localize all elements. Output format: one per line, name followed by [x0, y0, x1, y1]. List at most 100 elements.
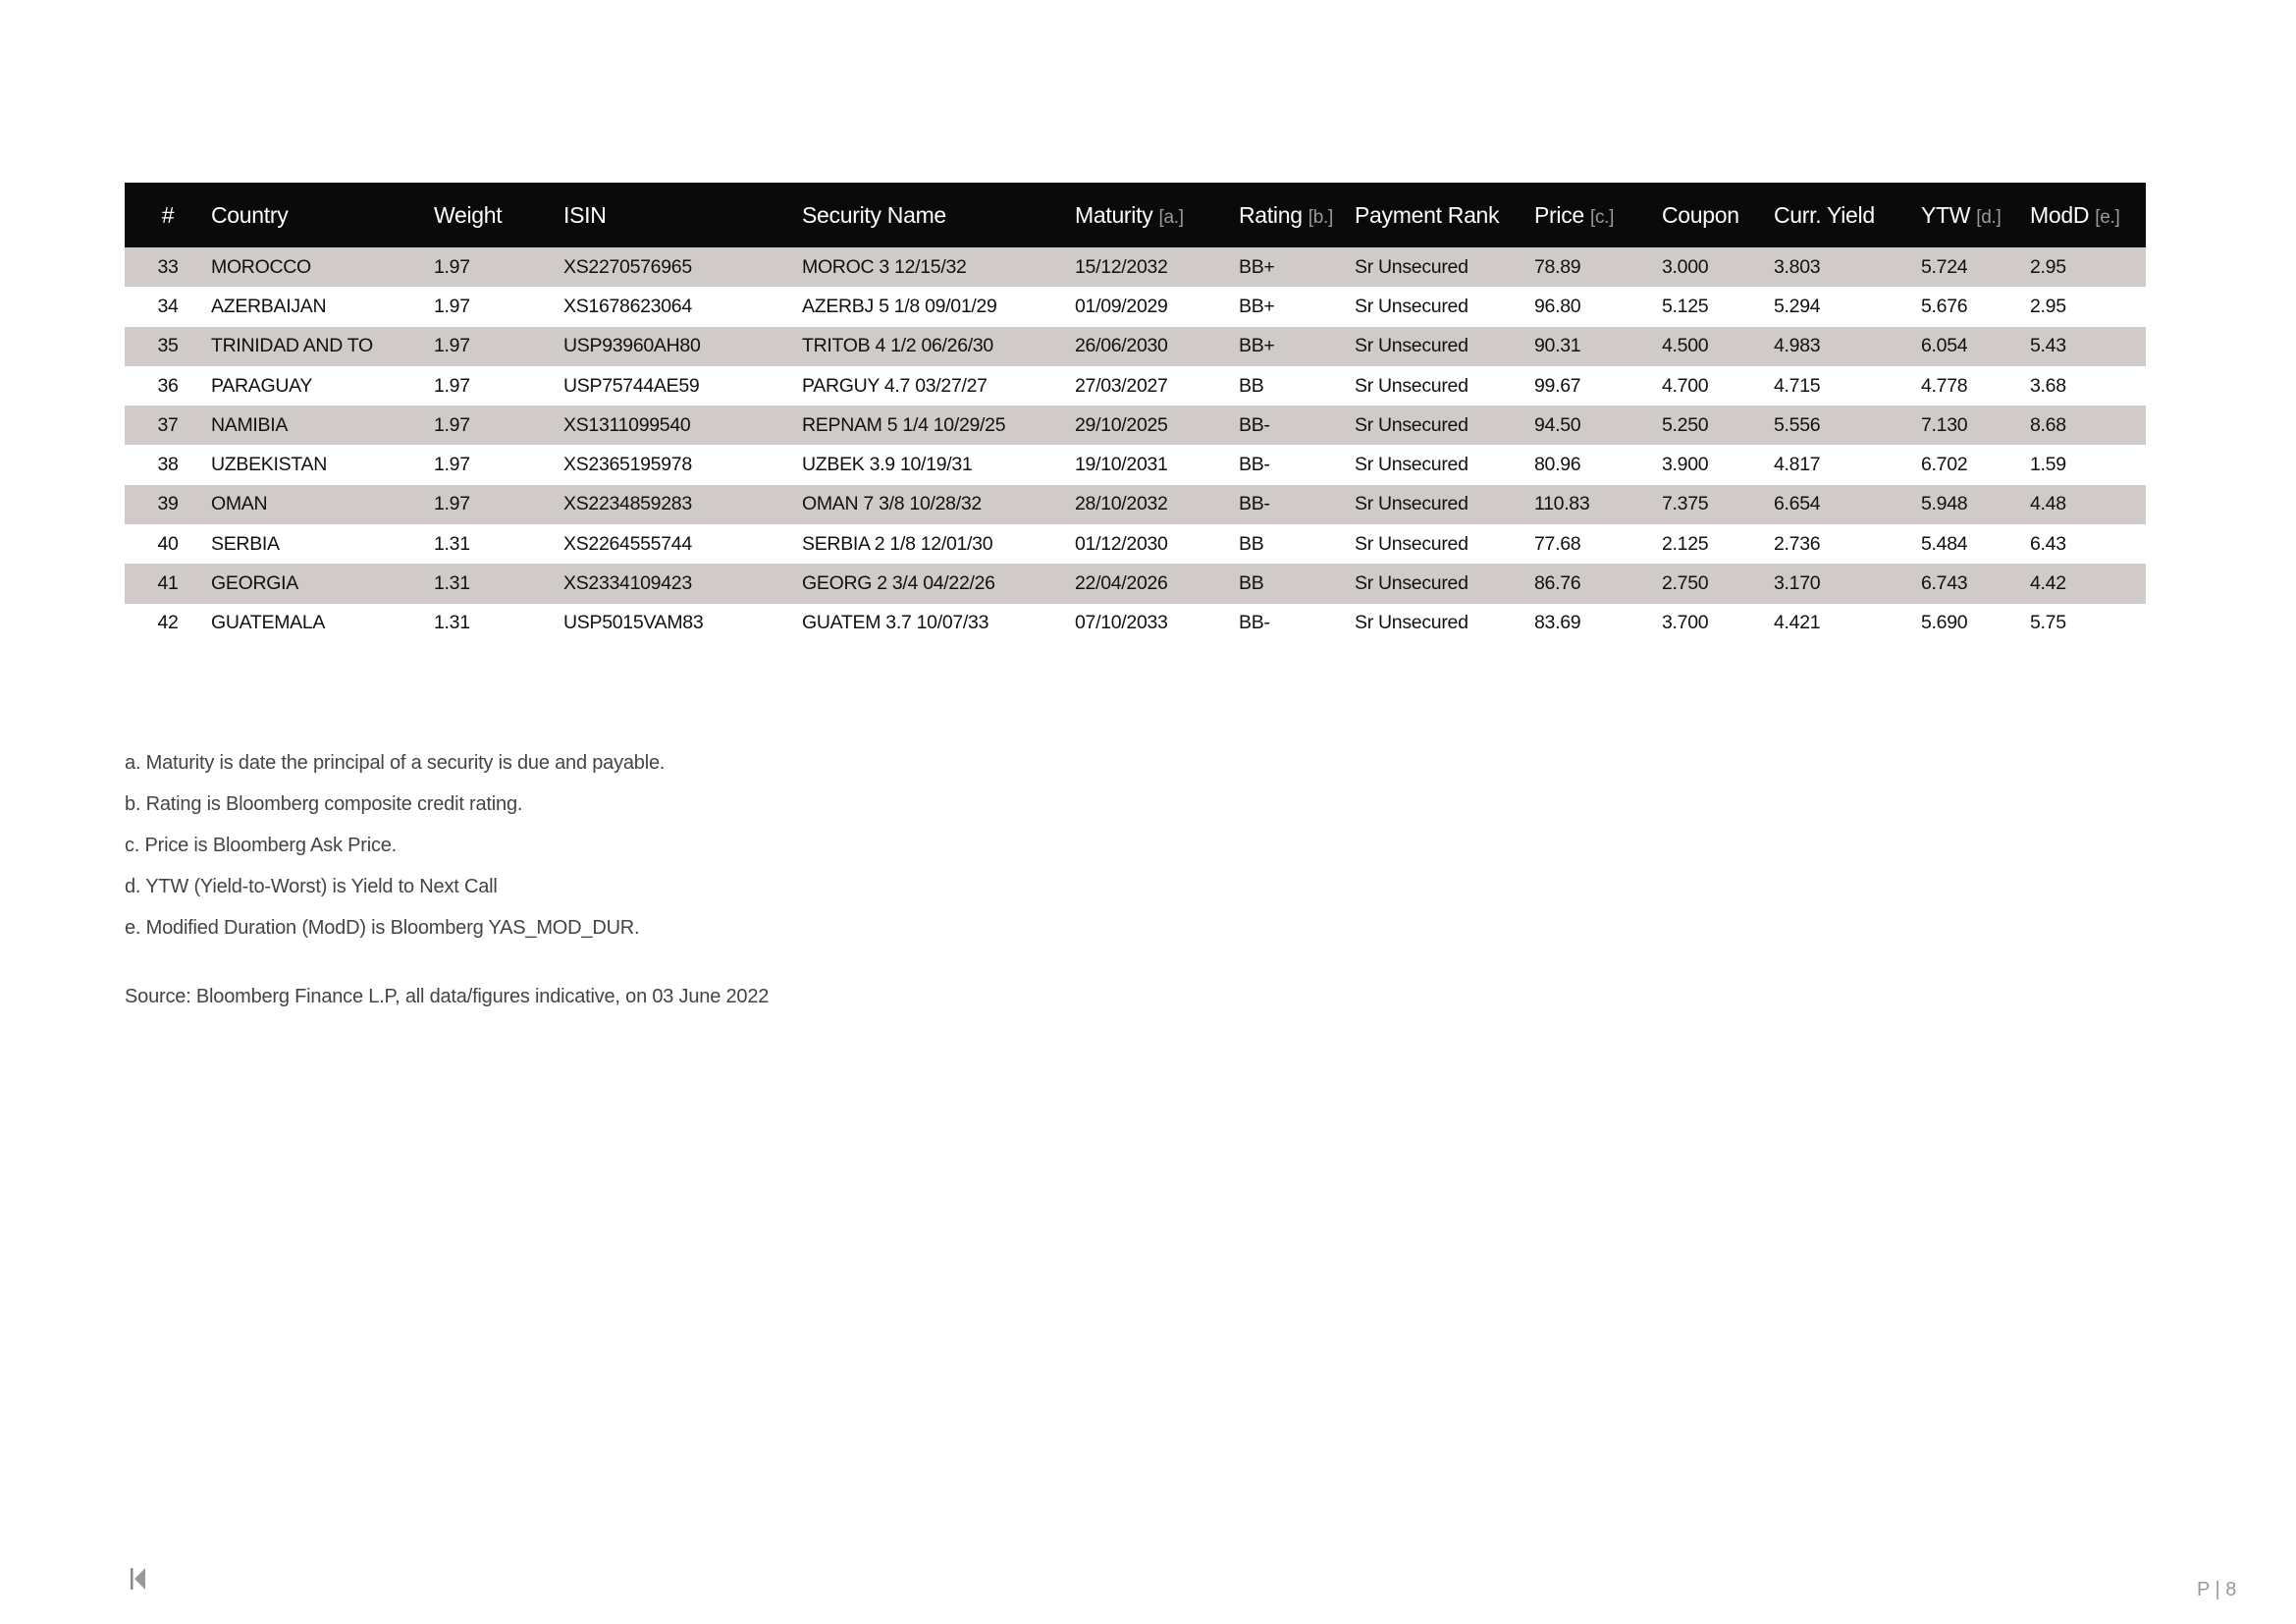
table-cell: TRINIDAD AND TO	[211, 335, 373, 357]
source-note: Source: Bloomberg Finance L.P, all data/…	[125, 986, 770, 1007]
footnote-c: c. Price is Bloomberg Ask Price.	[125, 835, 398, 856]
column-header: Security Name	[802, 183, 1075, 247]
table-row: 38 UZBEKISTAN 1.97 XS2365195978 UZBEK 3.9 10…	[125, 445, 2146, 484]
table-cell: BB	[1239, 374, 1264, 397]
table-cell: 29/10/2025	[1075, 413, 1168, 436]
table-cell: 28/10/2032	[1075, 493, 1168, 515]
table-cell: 2.125	[1662, 532, 1709, 555]
column-header: Curr. Yield	[1774, 183, 1921, 247]
table-cell: 80.96	[1534, 454, 1581, 476]
table-cell: BB-	[1239, 454, 1270, 476]
table-cell: Sr Unsecured	[1355, 255, 1468, 278]
footnote-d: d. YTW (Yield-to-Worst) is Yield to Next…	[125, 876, 498, 897]
table-cell: 4.421	[1774, 612, 1821, 634]
table-cell: BB-	[1239, 493, 1270, 515]
table-cell: GUATEMALA	[211, 612, 326, 634]
table-cell: 1.31	[434, 572, 470, 595]
table-cell: 5.43	[2030, 335, 2066, 357]
skip-back-icon[interactable]	[131, 1567, 146, 1591]
column-header-label: ISIN	[563, 201, 607, 228]
table-cell: AZERBJ 5 1/8 09/01/29	[802, 295, 997, 317]
table-cell: 3.170	[1774, 572, 1821, 595]
table-row: 39 OMAN 1.97 XS2234859283 OMAN 7 3/8 10/28/3…	[125, 484, 2146, 525]
page-number: P | 8	[2197, 1579, 2237, 1600]
table-cell: XS2334109423	[563, 572, 692, 595]
table-cell: 5.484	[1921, 532, 1968, 555]
table-cell: 19/10/2031	[1075, 454, 1168, 476]
table-cell: BB+	[1239, 335, 1275, 357]
table-cell: 6.702	[1921, 454, 1968, 476]
table-cell: 38	[157, 454, 179, 476]
table-cell: 22/04/2026	[1075, 572, 1168, 595]
table-cell: OMAN 7 3/8 10/28/32	[802, 493, 982, 515]
column-header-label: ModD	[2030, 201, 2090, 228]
table-cell: 5.676	[1921, 295, 1968, 317]
table-cell: 4.700	[1662, 374, 1709, 397]
table-cell: AZERBAIJAN	[211, 295, 327, 317]
table-cell: 94.50	[1534, 413, 1581, 436]
footnote-ref: [c.]	[1590, 206, 1615, 228]
table-row: 42 GUATEMALA 1.31 USP5015VAM83 GUATEM 3.7 10…	[125, 604, 2146, 643]
column-header: ModD [e.]	[2030, 183, 2146, 247]
column-header: Payment Rank	[1355, 183, 1534, 247]
table-cell: 34	[157, 295, 179, 317]
table-cell: 4.817	[1774, 454, 1821, 476]
table-cell: PARAGUAY	[211, 374, 313, 397]
table-cell: Sr Unsecured	[1355, 295, 1468, 317]
table-cell: 8.68	[2030, 413, 2066, 436]
table-cell: XS2264555744	[563, 532, 692, 555]
table-cell: 27/03/2027	[1075, 374, 1168, 397]
table-cell: 3.900	[1662, 454, 1709, 476]
table-cell: OMAN	[211, 493, 268, 515]
column-header: Rating [b.]	[1239, 183, 1355, 247]
table-cell: 7.130	[1921, 413, 1968, 436]
table-cell: Sr Unsecured	[1355, 454, 1468, 476]
table-cell: 90.31	[1534, 335, 1581, 357]
table-row: 35 TRINIDAD AND TO 1.97 USP93960AH80 TRITOB …	[125, 326, 2146, 366]
table-cell: 37	[157, 413, 179, 436]
table-cell: BB	[1239, 532, 1264, 555]
table-cell: MOROC 3 12/15/32	[802, 255, 967, 278]
table-cell: SERBIA	[211, 532, 280, 555]
table-cell: 78.89	[1534, 255, 1581, 278]
table-cell: XS1311099540	[563, 413, 691, 436]
table-cell: 2.750	[1662, 572, 1709, 595]
table-cell: 7.375	[1662, 493, 1709, 515]
footnote-e: e. Modified Duration (ModD) is Bloomberg…	[125, 917, 640, 939]
table-cell: UZBEK 3.9 10/19/31	[802, 454, 973, 476]
column-header-label: Rating	[1239, 201, 1303, 228]
table-row: 37 NAMIBIA 1.97 XS1311099540 REPNAM 5 1/4 10…	[125, 406, 2146, 446]
table-cell: BB-	[1239, 413, 1270, 436]
table-cell: 96.80	[1534, 295, 1581, 317]
table-cell: Sr Unsecured	[1355, 493, 1468, 515]
table-cell: 1.31	[434, 532, 470, 555]
table-row: 33 MOROCCO 1.97 XS2270576965 MOROC 3 12/15/3…	[125, 247, 2146, 288]
column-header-label: Price	[1534, 201, 1584, 228]
footnote-ref: [e.]	[2095, 206, 2120, 228]
table-cell: 5.250	[1662, 413, 1709, 436]
table-cell: 3.68	[2030, 374, 2066, 397]
table-cell: 3.000	[1662, 255, 1709, 278]
table-cell: 86.76	[1534, 572, 1581, 595]
table-cell: BB-	[1239, 612, 1270, 634]
column-header: #	[125, 183, 211, 247]
table-cell: 1.97	[434, 255, 470, 278]
table-cell: 2.95	[2030, 255, 2066, 278]
table-cell: 99.67	[1534, 374, 1581, 397]
column-header-label: Weight	[434, 201, 503, 228]
table-cell: 1.59	[2030, 454, 2066, 476]
column-header-label: Maturity	[1075, 201, 1153, 228]
table-cell: 26/06/2030	[1075, 335, 1168, 357]
table-cell: 5.948	[1921, 493, 1968, 515]
table-cell: 15/12/2032	[1075, 255, 1168, 278]
table-cell: 01/12/2030	[1075, 532, 1168, 555]
table-cell: 3.700	[1662, 612, 1709, 634]
column-header: Coupon	[1662, 183, 1774, 247]
table-cell: 33	[157, 255, 179, 278]
table-cell: 110.83	[1534, 493, 1590, 515]
table-cell: 1.97	[434, 295, 470, 317]
table-cell: 39	[157, 493, 179, 515]
table-cell: 77.68	[1534, 532, 1581, 555]
column-header-label: #	[161, 201, 175, 228]
table-cell: 6.43	[2030, 532, 2066, 555]
